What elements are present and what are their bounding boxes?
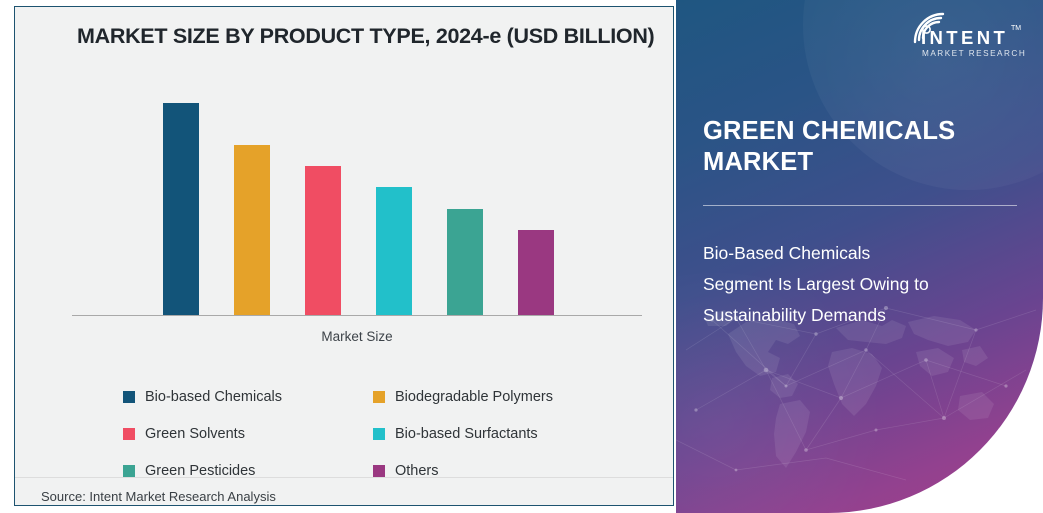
panel-heading-line-2: MARKET <box>703 148 814 176</box>
plot-area: Market Size <box>15 7 675 344</box>
panel-subtitle: Bio-Based Chemicals Segment Is Largest O… <box>703 238 1018 331</box>
legend-item-others[interactable]: Others <box>373 463 439 479</box>
legend-swatch-icon <box>373 464 385 477</box>
chart-title: MARKET SIZE BY PRODUCT TYPE, 2024-e (USD… <box>77 24 655 48</box>
panel-subtitle-line-2: Segment Is Largest Owing to <box>703 274 929 294</box>
chart-legend: Bio-based Chemicals Biodegradable Polymer… <box>123 378 623 489</box>
legend-item-bio-based-surfactants[interactable]: Bio-based Surfactants <box>373 426 538 442</box>
source-note: Source: Intent Market Research Analysis <box>41 489 276 504</box>
legend-row: Bio-based Chemicals Biodegradable Polymer… <box>123 378 623 415</box>
legend-swatch-icon <box>123 427 135 440</box>
chart-card: MARKET SIZE BY PRODUCT TYPE, 2024-e (USD… <box>14 6 674 506</box>
bar-green-solvents <box>305 166 341 316</box>
panel-heading: GREEN CHEMICALS MARKET <box>703 116 1003 178</box>
world-map-decor <box>704 310 1018 468</box>
title-panel: INTENT TM MARKET RESEARCH GREEN CHEMICAL… <box>676 0 1043 513</box>
legend-label: Biodegradable Polymers <box>395 388 553 405</box>
panel-subtitle-line-1: Bio-Based Chemicals <box>703 243 871 263</box>
logo-wordmark: INTENT <box>921 27 1008 48</box>
legend-swatch-icon <box>123 464 135 477</box>
legend-label: Bio-based Chemicals <box>145 388 283 405</box>
bar-bio-based-chemicals <box>163 103 199 316</box>
x-axis-label: Market Size <box>321 329 393 344</box>
legend-item-bio-based-chemicals[interactable]: Bio-based Chemicals <box>123 389 373 405</box>
legend-swatch-icon <box>373 427 385 440</box>
bar-others <box>518 230 554 316</box>
logo-tagline: MARKET RESEARCH <box>922 49 1025 58</box>
legend-label: Others <box>395 462 439 479</box>
bars-group <box>15 7 675 316</box>
legend-label: Bio-based Surfactants <box>395 425 538 442</box>
legend-swatch-icon <box>123 390 135 403</box>
bar-bio-based-surfactants <box>376 187 412 316</box>
legend-item-green-solvents[interactable]: Green Solvents <box>123 426 373 442</box>
panel-subtitle-line-3: Sustainability Demands <box>703 305 886 325</box>
x-axis-line <box>72 314 642 316</box>
network-lines-decor <box>676 306 1037 481</box>
legend-item-green-pesticides[interactable]: Green Pesticides <box>123 463 373 479</box>
legend-row: Green Solvents Bio-based Surfactants <box>123 415 623 452</box>
intent-market-research-logo[interactable]: INTENT TM MARKET RESEARCH <box>901 10 1025 66</box>
legend-row: Green Pesticides Others <box>123 452 623 489</box>
legend-item-biodegradable-polymers[interactable]: Biodegradable Polymers <box>373 389 553 405</box>
bar-biodegradable-polymers <box>234 145 270 316</box>
logo-trademark: TM <box>1011 25 1021 32</box>
panel-heading-line-1: GREEN CHEMICALS <box>703 117 956 145</box>
panel-divider <box>703 205 1017 206</box>
source-divider <box>15 477 673 478</box>
legend-label: Green Pesticides <box>145 462 256 479</box>
bar-green-pesticides <box>447 209 483 316</box>
legend-label: Green Solvents <box>145 425 245 442</box>
legend-swatch-icon <box>373 390 385 403</box>
